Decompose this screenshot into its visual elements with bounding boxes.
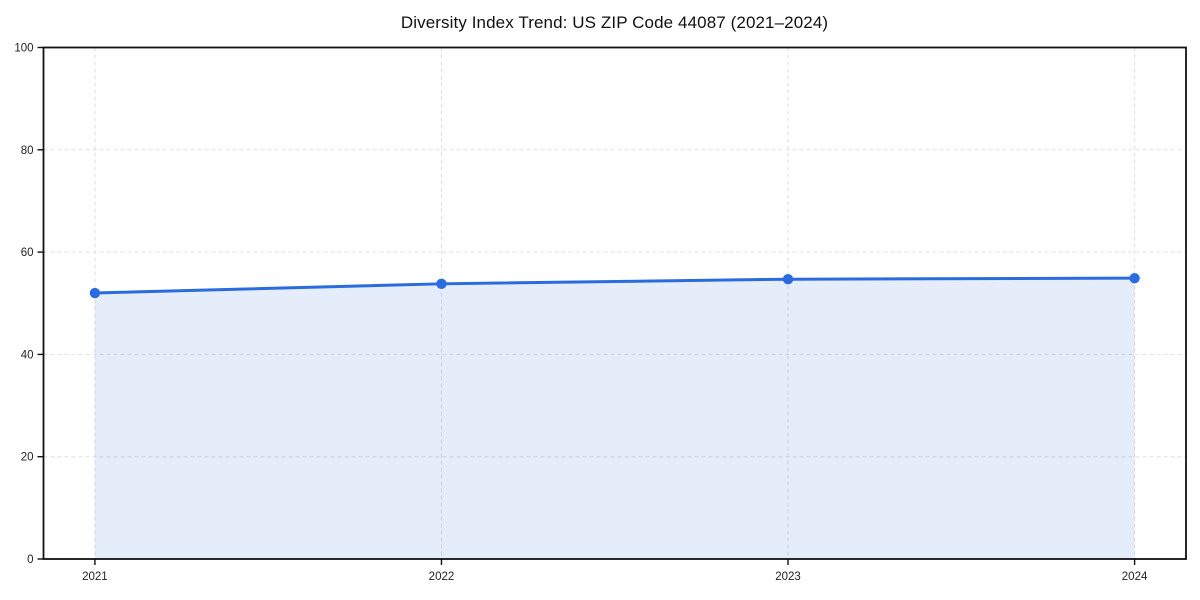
y-tick-label: 40 <box>21 349 34 361</box>
x-tick-label: 2024 <box>1122 571 1148 583</box>
area-fill <box>94 278 1135 559</box>
y-tick-label: 20 <box>21 452 34 464</box>
x-tick-label: 2021 <box>82 571 108 583</box>
x-tick-label: 2022 <box>429 571 455 583</box>
data-point-marker <box>1129 272 1140 284</box>
data-point-marker <box>436 278 447 290</box>
x-tick-label: 2023 <box>775 571 801 583</box>
y-tick-label: 80 <box>21 145 34 157</box>
chart-title: Diversity Index Trend: US ZIP Code 44087… <box>400 13 829 32</box>
trend-line <box>93 276 1137 295</box>
data-point-marker <box>89 287 101 299</box>
data-point-marker <box>782 274 794 285</box>
y-tick-label: 60 <box>21 247 34 259</box>
y-tick-label: 0 <box>27 554 33 566</box>
plot-border <box>42 46 1187 560</box>
y-tick-label: 100 <box>14 43 33 55</box>
